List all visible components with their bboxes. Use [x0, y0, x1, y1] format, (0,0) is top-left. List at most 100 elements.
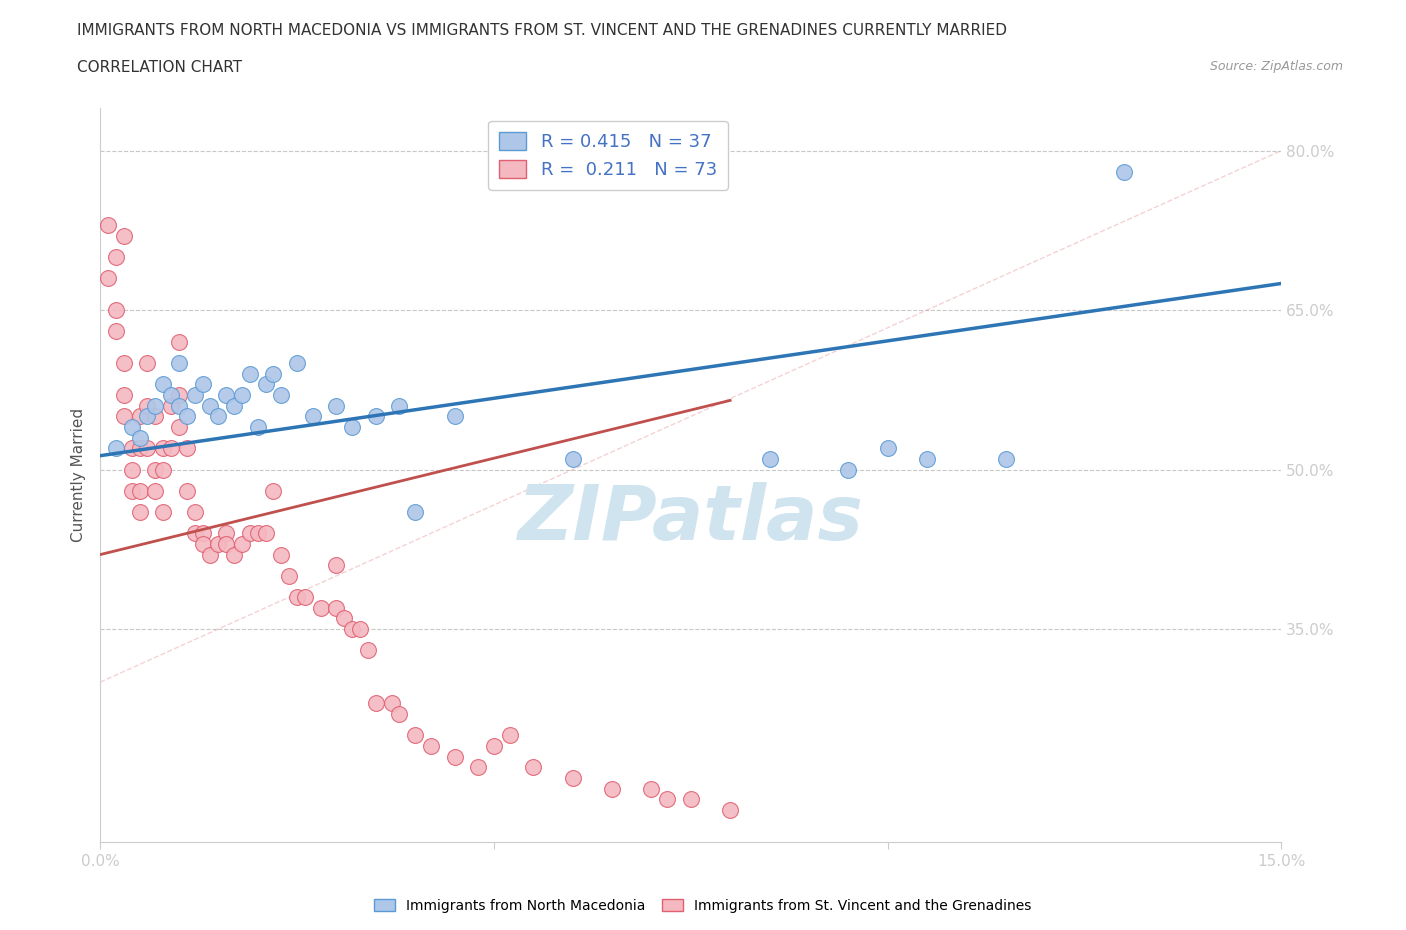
Point: [215, 537, 238, 551]
Point: [443, 750, 465, 764]
Point: [357, 643, 380, 658]
Point: [191, 537, 214, 551]
Text: IMMIGRANTS FROM NORTH MACEDONIA VS IMMIGRANTS FROM ST. VINCENT AND THE GRENADINE: IMMIGRANTS FROM NORTH MACEDONIA VS IMMIG…: [77, 23, 1007, 38]
Point: [467, 760, 489, 775]
Point: [325, 601, 347, 616]
Point: [143, 409, 166, 424]
Point: [600, 781, 623, 796]
Text: ZIPatlas: ZIPatlas: [517, 482, 863, 556]
Point: [207, 409, 229, 424]
Point: [349, 621, 371, 636]
Point: [167, 398, 190, 413]
Point: [482, 738, 505, 753]
Point: [285, 590, 308, 604]
Point: [183, 388, 205, 403]
Point: [215, 388, 238, 403]
Point: [388, 707, 411, 722]
Point: [128, 409, 150, 424]
Point: [837, 462, 859, 477]
Point: [152, 462, 174, 477]
Point: [97, 271, 120, 286]
Point: [191, 377, 214, 392]
Point: [152, 505, 174, 520]
Point: [191, 525, 214, 540]
Point: [443, 409, 465, 424]
Point: [128, 441, 150, 456]
Point: [278, 568, 301, 583]
Point: [167, 335, 190, 350]
Point: [1112, 165, 1135, 179]
Point: [561, 451, 583, 466]
Point: [340, 621, 363, 636]
Point: [143, 484, 166, 498]
Point: [136, 441, 159, 456]
Point: [404, 728, 426, 743]
Point: [104, 302, 127, 317]
Point: [388, 398, 411, 413]
Point: [239, 366, 262, 381]
Point: [176, 484, 198, 498]
Point: [222, 398, 245, 413]
Point: [97, 218, 120, 232]
Point: [364, 696, 387, 711]
Point: [876, 441, 898, 456]
Point: [167, 419, 190, 434]
Point: [262, 484, 284, 498]
Point: [561, 770, 583, 785]
Legend: R = 0.415   N = 37, R =  0.211   N = 73: R = 0.415 N = 37, R = 0.211 N = 73: [488, 121, 728, 190]
Point: [143, 398, 166, 413]
Point: [294, 590, 316, 604]
Point: [231, 388, 253, 403]
Point: [104, 249, 127, 264]
Point: [160, 441, 183, 456]
Point: [718, 803, 741, 817]
Point: [522, 760, 544, 775]
Point: [246, 419, 269, 434]
Point: [121, 484, 143, 498]
Point: [136, 409, 159, 424]
Point: [112, 388, 135, 403]
Point: [215, 525, 238, 540]
Y-axis label: Currently Married: Currently Married: [72, 407, 86, 542]
Point: [152, 441, 174, 456]
Point: [176, 441, 198, 456]
Point: [112, 409, 135, 424]
Point: [200, 547, 222, 562]
Point: [254, 525, 277, 540]
Point: [183, 525, 205, 540]
Point: [285, 356, 308, 371]
Point: [128, 431, 150, 445]
Point: [270, 388, 292, 403]
Point: [340, 419, 363, 434]
Point: [112, 356, 135, 371]
Point: [333, 611, 356, 626]
Point: [121, 462, 143, 477]
Point: [325, 398, 347, 413]
Text: Source: ZipAtlas.com: Source: ZipAtlas.com: [1209, 60, 1343, 73]
Point: [231, 537, 253, 551]
Legend: Immigrants from North Macedonia, Immigrants from St. Vincent and the Grenadines: Immigrants from North Macedonia, Immigra…: [368, 894, 1038, 919]
Point: [121, 441, 143, 456]
Point: [380, 696, 402, 711]
Point: [167, 356, 190, 371]
Point: [640, 781, 662, 796]
Point: [679, 791, 702, 806]
Point: [128, 484, 150, 498]
Point: [419, 738, 441, 753]
Point: [262, 366, 284, 381]
Point: [301, 409, 323, 424]
Point: [254, 377, 277, 392]
Point: [112, 228, 135, 243]
Point: [136, 356, 159, 371]
Point: [136, 398, 159, 413]
Point: [160, 388, 183, 403]
Point: [176, 409, 198, 424]
Point: [239, 525, 262, 540]
Point: [994, 451, 1017, 466]
Point: [207, 537, 229, 551]
Point: [498, 728, 520, 743]
Point: [128, 505, 150, 520]
Point: [758, 451, 780, 466]
Point: [915, 451, 938, 466]
Point: [104, 324, 127, 339]
